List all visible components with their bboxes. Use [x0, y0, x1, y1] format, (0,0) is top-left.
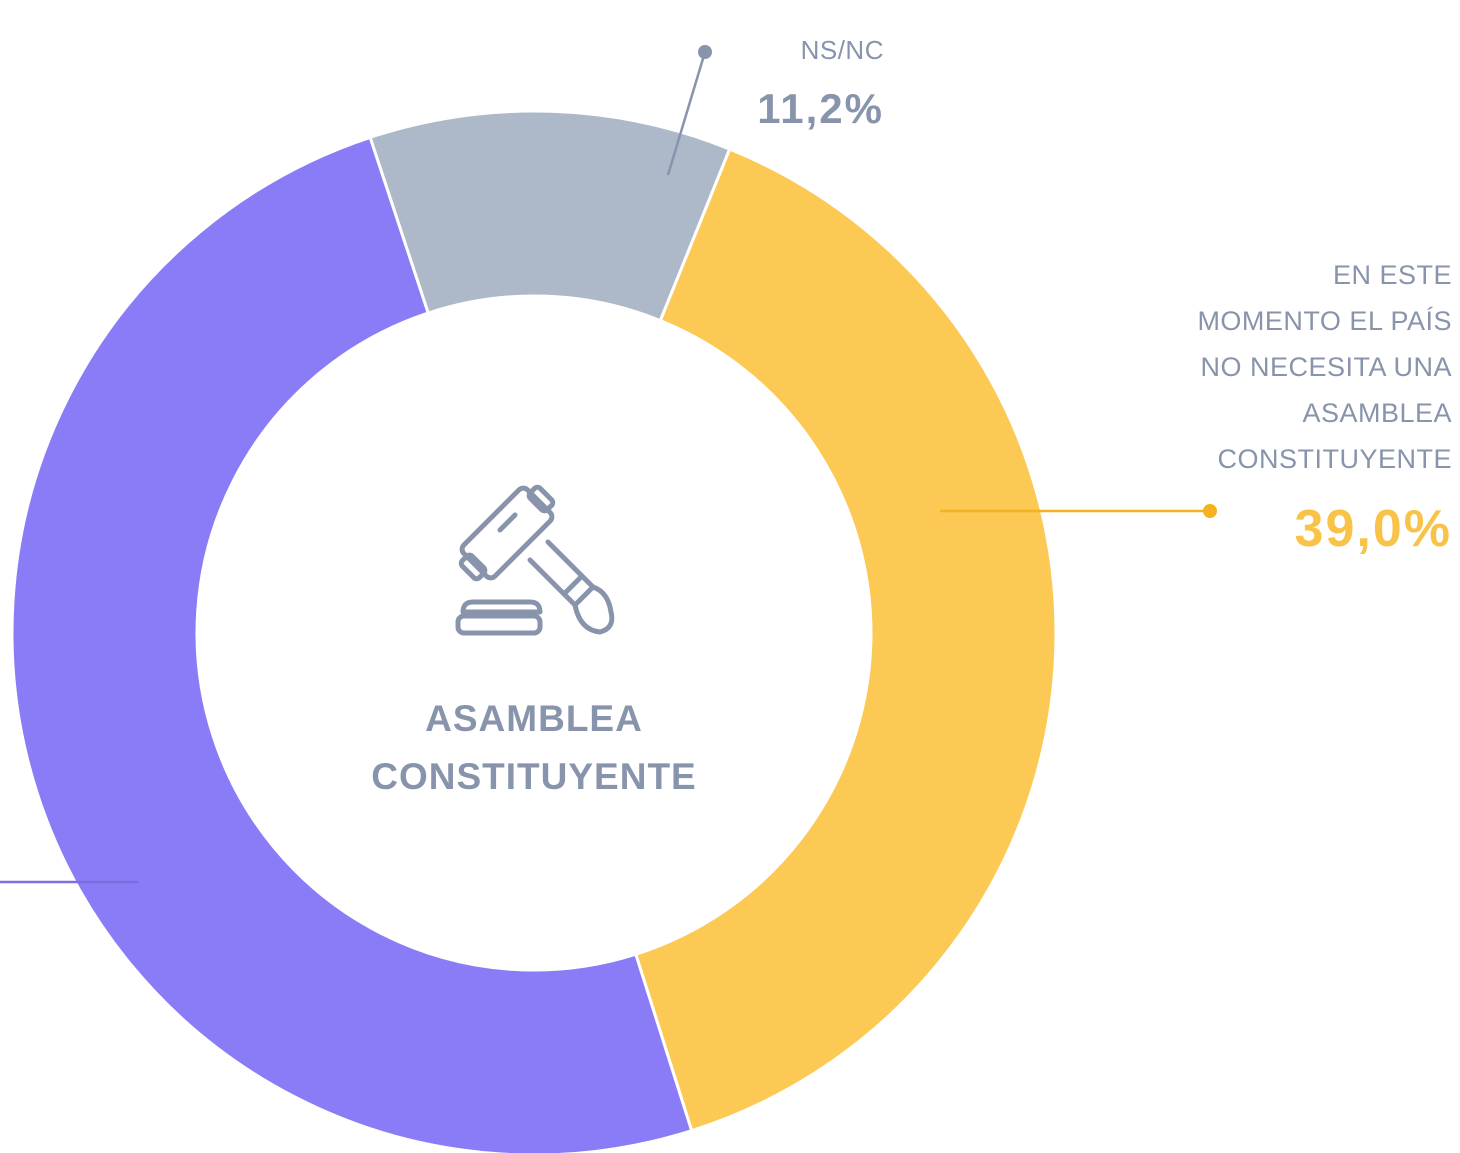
slices	[10, 109, 1058, 1153]
label-group: NS/NC 11,2%	[757, 14, 884, 150]
leader-line	[666, 51, 707, 176]
donut-slice	[633, 147, 1058, 1133]
gavel-icon	[455, 484, 615, 636]
donut-slice	[10, 135, 694, 1153]
value-label: 11,2%	[757, 85, 884, 132]
value-label: 39,0%	[1294, 500, 1452, 558]
leader-dot	[1203, 504, 1217, 518]
leaders	[0, 45, 1217, 884]
category-label: EN ESTE MOMENTO EL PAÍS NO NECESITA UNA …	[1197, 260, 1452, 474]
label-group: EN ESTE MOMENTO EL PAÍS NO NECESITA UNA …	[1197, 234, 1452, 576]
center-title: ASAMBLEA CONSTITUYENTE	[371, 698, 697, 797]
category-label: NS/NC	[800, 35, 884, 65]
leader-dot	[698, 45, 712, 59]
